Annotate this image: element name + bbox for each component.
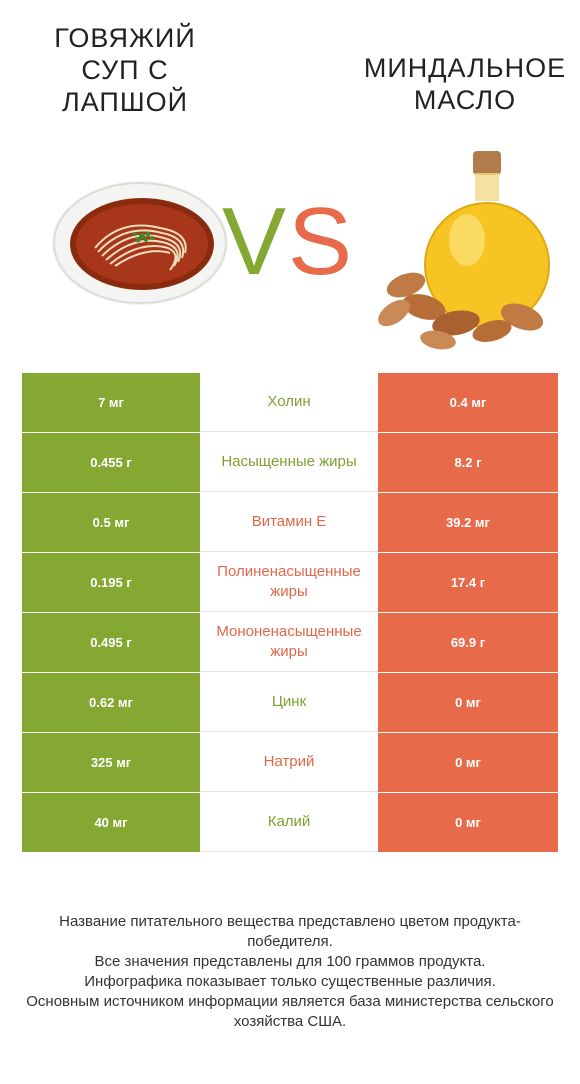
nutrient-name: Калий xyxy=(200,793,378,852)
table-row: 325 мг Натрий 0 мг xyxy=(22,733,558,792)
left-product-title: ГОВЯЖИЙ СУП С ЛАПШОЙ xyxy=(54,23,196,117)
comparison-table: 7 мг Холин 0.4 мг 0.455 г Насыщенные жир… xyxy=(22,373,558,853)
left-value: 0.455 г xyxy=(22,433,200,492)
left-value: 0.195 г xyxy=(22,553,200,612)
footer-line: Название питательного вещества представл… xyxy=(59,913,521,950)
footer-line: Основным источником информации является … xyxy=(26,993,554,1030)
nutrient-name: Насыщенные жиры xyxy=(200,433,378,492)
nutrient-name: Цинк xyxy=(200,673,378,732)
table-row: 7 мг Холин 0.4 мг xyxy=(22,373,558,432)
right-value: 0 мг xyxy=(378,793,558,852)
table-row: 0.195 г Полиненасыщенные жиры 17.4 г xyxy=(22,553,558,612)
almond-oil-image xyxy=(378,151,550,350)
table-row: 0.495 г Мононенасыщенные жиры 69.9 г xyxy=(22,613,558,672)
footer-line: Инфографика показывает только существенн… xyxy=(84,973,496,990)
left-value: 40 мг xyxy=(22,793,200,852)
right-value: 39.2 мг xyxy=(378,493,558,552)
table-row: 0.5 мг Витамин E 39.2 мг xyxy=(22,493,558,552)
vs-s-letter: S xyxy=(288,192,352,282)
left-value: 0.62 мг xyxy=(22,673,200,732)
beef-noodle-soup-image xyxy=(52,181,228,305)
right-value: 17.4 г xyxy=(378,553,558,612)
nutrient-name: Холин xyxy=(200,373,378,432)
table-row: 0.455 г Насыщенные жиры 8.2 г xyxy=(22,433,558,492)
right-value: 0 мг xyxy=(378,673,558,732)
vs-v-letter: V xyxy=(222,192,286,282)
right-product-title: МИНДАЛЬНОЕ МАСЛО xyxy=(363,53,567,115)
footer-line: Все значения представлены для 100 граммо… xyxy=(94,953,486,970)
right-value: 0.4 мг xyxy=(378,373,558,432)
table-row: 40 мг Калий 0 мг xyxy=(22,793,558,852)
vs-logo: V S xyxy=(222,192,352,282)
footer-notes: Название питательного вещества представл… xyxy=(20,912,560,1032)
nutrient-name: Мононенасыщенные жиры xyxy=(200,613,378,672)
nutrient-name: Натрий xyxy=(200,733,378,792)
right-value: 69.9 г xyxy=(378,613,558,672)
left-value: 0.5 мг xyxy=(22,493,200,552)
left-value: 0.495 г xyxy=(22,613,200,672)
right-value: 8.2 г xyxy=(378,433,558,492)
left-value: 7 мг xyxy=(22,373,200,432)
left-value: 325 мг xyxy=(22,733,200,792)
table-row: 0.62 мг Цинк 0 мг xyxy=(22,673,558,732)
nutrient-name: Витамин E xyxy=(200,493,378,552)
right-value: 0 мг xyxy=(378,733,558,792)
nutrient-name: Полиненасыщенные жиры xyxy=(200,553,378,612)
